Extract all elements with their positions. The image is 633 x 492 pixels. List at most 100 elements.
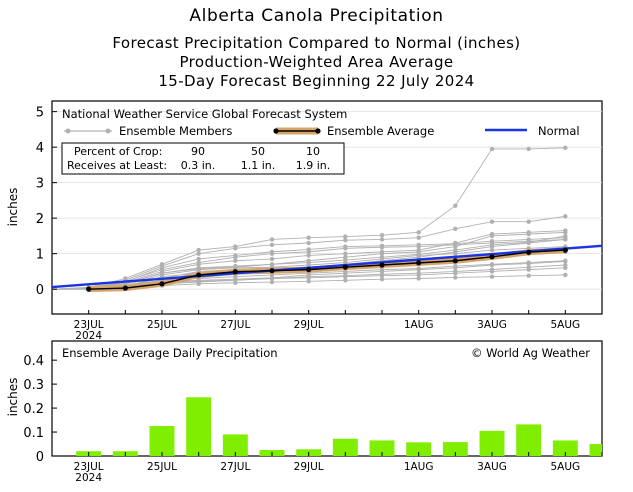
bottom-plot-frame (51, 340, 603, 457)
ensemble-average-point (416, 260, 422, 266)
ensemble-member-point (379, 249, 385, 255)
ensemble-member-point (159, 263, 165, 269)
ensemble-member-point (196, 260, 201, 265)
ensemble-member-point (306, 249, 311, 255)
ensemble-member-point (453, 247, 458, 253)
ensemble-member-point (306, 279, 311, 284)
bottom-x-tick-sublabel: 2024 (75, 472, 102, 484)
ensemble-member-point (269, 237, 275, 242)
ensemble-member-point (379, 237, 385, 242)
ensemble-member-point (233, 255, 238, 260)
ensemble-member-point (489, 267, 495, 272)
crop-receives-90: 0.3 in. (181, 159, 216, 172)
ensemble-member-point (269, 276, 275, 281)
ensemble-member-point (379, 255, 385, 260)
ensemble-member-point (379, 232, 385, 238)
top-x-tick-sublabel: 2024 (75, 330, 102, 342)
ensemble-member-point (453, 251, 458, 256)
crop-percent-90: 90 (191, 145, 205, 158)
legend-members-marker (105, 128, 111, 134)
ensemble-member-point (416, 247, 421, 253)
ensemble-member-point (416, 267, 421, 272)
daily-precip-bar (369, 440, 395, 456)
ensemble-average-point (526, 249, 532, 255)
ensemble-member-point (379, 245, 385, 250)
bottom-y-tick-label: 0.3 (23, 378, 44, 393)
bottom-x-tick-label: 5AUG (550, 461, 580, 473)
bottom-y-tick-label: 0 (36, 450, 44, 465)
top-x-tick-label: 27JUL (220, 319, 250, 331)
ensemble-member-point (196, 266, 201, 271)
ensemble-member-point (269, 279, 275, 285)
ensemble-member-point (196, 251, 201, 256)
ensemble-member-point (563, 237, 568, 242)
top-x-tick-label: 3AUG (477, 319, 507, 331)
bottom-y-axis-title: inches (6, 378, 20, 417)
ensemble-average-point (86, 286, 92, 292)
ensemble-member-point (416, 252, 421, 257)
bottom-x-tick-label: 3AUG (477, 461, 507, 473)
ensemble-member-point (489, 231, 495, 237)
ensemble-member-point (196, 279, 201, 284)
bottom-x-tick-label: 1AUG (404, 461, 434, 473)
ensemble-member-point (269, 251, 275, 256)
daily-precip-bar (589, 444, 602, 456)
daily-precip-bar (516, 424, 542, 456)
top-x-tick-label: 25JUL (147, 319, 177, 331)
ensemble-member-point (526, 264, 531, 270)
ensemble-member-point (196, 256, 201, 262)
crop-receives-label: Receives at Least: (67, 159, 167, 172)
ensemble-average-point (196, 272, 202, 278)
ensemble-average-point (269, 268, 275, 274)
ensemble-average-line (88, 249, 566, 290)
ensemble-member-point (343, 257, 348, 263)
legend-normal-label: Normal (538, 124, 580, 138)
top-y-axis-title: inches (6, 188, 20, 227)
ensemble-average-point (159, 281, 165, 287)
chart-subtitle: Forecast Precipitation Compared to Norma… (112, 34, 521, 52)
daily-precip-bar (332, 438, 358, 456)
ensemble-member-point (489, 219, 495, 224)
chart-subtitle-forecast-period: 15-Day Forecast Beginning 22 July 2024 (158, 72, 475, 90)
legend-average-marker (273, 128, 279, 134)
daily-precip-bar (479, 430, 505, 456)
ensemble-member-point (306, 274, 311, 279)
ensemble-member-point (233, 246, 238, 251)
ensemble-member-point (453, 242, 458, 247)
top-x-tick-label: 29JUL (294, 319, 324, 331)
ensemble-average-point (489, 254, 495, 260)
ensemble-average-point (342, 264, 348, 270)
ensemble-member-point (526, 230, 531, 235)
ensemble-member-point (416, 230, 421, 235)
top-x-tick-label: 1AUG (404, 319, 434, 331)
crop-receives-10: 1.9 in. (296, 159, 331, 172)
ensemble-member-point (416, 270, 421, 276)
chart-title: Alberta Canola Precipitation (189, 6, 444, 26)
ensemble-member-point (306, 260, 311, 265)
ensemble-member-point (343, 273, 348, 278)
ensemble-member-point (343, 251, 348, 256)
normal-line (51, 244, 603, 289)
ensemble-member-point (269, 262, 275, 267)
ensemble-member-point (489, 274, 495, 279)
bottom-x-tick-label: 25JUL (147, 461, 177, 473)
ensemble-member-point (526, 273, 531, 278)
ensemble-member-point (489, 247, 495, 253)
ensemble-member-point (453, 269, 458, 274)
ensemble-member-point (526, 146, 531, 152)
legend-members-label: Ensemble Members (119, 124, 232, 138)
ensemble-member-point (563, 259, 568, 264)
top-x-tick-label: 23JUL (74, 319, 104, 331)
daily-precip-bar (222, 434, 248, 456)
crop-percent-10: 10 (306, 145, 320, 158)
daily-precip-bar (149, 426, 175, 456)
top-y-tick-label: 3 (36, 177, 44, 192)
daily-precip-bar (552, 440, 578, 456)
top-y-tick-label: 1 (36, 248, 44, 263)
ensemble-member-point (343, 246, 348, 251)
daily-precip-title: Ensemble Average Daily Precipitation (62, 346, 278, 360)
bottom-x-tick-label: 29JUL (294, 461, 324, 473)
ensemble-member-point (416, 276, 421, 281)
ensemble-member-point (563, 145, 568, 151)
